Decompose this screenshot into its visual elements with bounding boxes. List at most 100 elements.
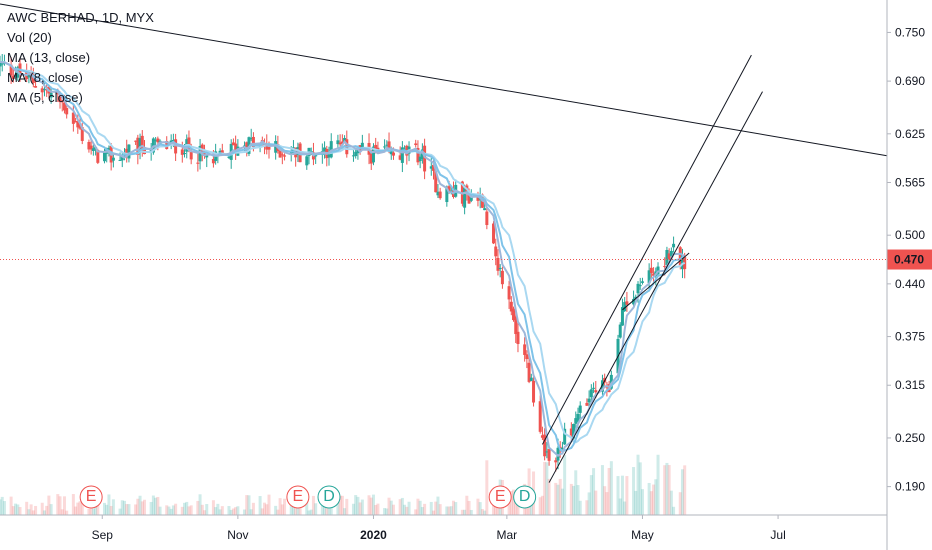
volume-bar	[3, 501, 6, 515]
volume-bar	[143, 500, 146, 515]
volume-bar	[594, 491, 597, 515]
candle-body	[196, 163, 199, 164]
candle-body	[525, 354, 528, 359]
moving-averages-layer	[0, 62, 685, 456]
candles-layer	[0, 54, 686, 471]
y-tick-label: 0.565	[895, 175, 925, 189]
symbol-title[interactable]: AWC BERHAD, 1D, MYX	[7, 8, 154, 28]
chart-legend: AWC BERHAD, 1D, MYX Vol (20) MA (13, clo…	[7, 8, 154, 108]
volume-bar	[548, 479, 551, 515]
x-tick-label: Sep	[92, 528, 114, 542]
volume-bar	[470, 510, 473, 515]
volume-bar	[408, 502, 411, 515]
legend-volume[interactable]: Vol (20)	[7, 28, 154, 48]
volume-bar	[672, 507, 675, 515]
candle-body	[590, 389, 593, 397]
candle-body	[283, 155, 286, 156]
x-tick-label: 2020	[360, 528, 387, 542]
candle-body	[181, 149, 184, 154]
volume-bar	[641, 489, 644, 515]
candle-body	[594, 390, 597, 392]
candle-body	[281, 154, 284, 155]
volume-bar	[423, 504, 426, 515]
volume-bar	[267, 495, 270, 515]
candle-body	[516, 332, 519, 344]
volume-bar	[34, 506, 37, 515]
candle-body	[267, 147, 270, 150]
volume-bar	[112, 499, 115, 515]
volume-bar	[563, 455, 566, 515]
last-price-line-layer: 0.470	[0, 250, 932, 270]
candle-body	[579, 406, 582, 413]
legend-ma13[interactable]: MA (13, close)	[7, 48, 154, 68]
y-tick-label: 0.690	[895, 74, 925, 88]
volume-bar	[625, 476, 628, 515]
candle-body	[190, 152, 193, 159]
volume-bar	[454, 502, 457, 515]
ma8-line	[0, 62, 685, 452]
y-tick-label: 0.315	[895, 378, 925, 392]
volume-bar	[159, 507, 162, 515]
volume-bar	[50, 504, 53, 515]
x-tick-label: Jul	[770, 528, 785, 542]
y-tick-label: 0.375	[895, 330, 925, 344]
candle-body	[588, 399, 591, 403]
trendline-4	[622, 253, 689, 310]
volume-bar	[345, 499, 348, 515]
x-tick-label: Mar	[497, 528, 518, 542]
dividend-marker-label: D	[519, 488, 531, 505]
volume-bar	[190, 505, 193, 515]
earnings-marker-label: E	[495, 488, 506, 505]
ma5-line	[0, 62, 685, 456]
volume-bar	[485, 460, 488, 515]
earnings-marker-label: E	[86, 488, 97, 505]
y-tick-label: 0.250	[895, 431, 925, 445]
candle-body	[530, 378, 533, 381]
candle-body	[414, 143, 417, 145]
legend-ma8[interactable]: MA (8, close)	[7, 68, 154, 88]
y-tick-label: 0.750	[895, 25, 925, 39]
candle-body	[383, 146, 386, 147]
y-tick-label: 0.500	[895, 228, 925, 242]
volume-bar	[174, 504, 177, 515]
volume-layer	[0, 455, 686, 515]
candle-body	[392, 153, 395, 156]
candle-body	[625, 301, 628, 304]
volume-bar	[236, 506, 239, 515]
candle-body	[183, 153, 186, 154]
volume-bar	[683, 465, 686, 515]
volume-bar	[361, 500, 364, 515]
candle-body	[650, 268, 653, 273]
ma13-line	[0, 62, 685, 443]
candle-body	[483, 208, 486, 210]
candle-body	[641, 281, 644, 283]
earnings-marker-label: E	[293, 488, 304, 505]
candle-body	[532, 381, 535, 403]
candle-body	[619, 325, 622, 338]
candle-body	[501, 271, 504, 284]
trendline-2	[542, 55, 751, 444]
volume-bar	[127, 504, 130, 515]
volume-bar	[439, 504, 442, 515]
y-tick-label: 0.440	[895, 277, 925, 291]
volume-bar	[221, 506, 224, 515]
candle-body	[305, 156, 308, 165]
candle-body	[639, 285, 642, 286]
candle-body	[439, 192, 442, 199]
candle-body	[585, 403, 588, 406]
candle-body	[592, 388, 595, 389]
candle-body	[65, 108, 68, 114]
candle-body	[494, 247, 497, 257]
volume-bar	[19, 507, 22, 515]
candle-body	[672, 244, 675, 247]
legend-ma5[interactable]: MA (5, close)	[7, 88, 154, 108]
x-tick-label: Nov	[227, 528, 248, 542]
candle-body	[508, 286, 511, 299]
candle-body	[548, 449, 551, 461]
y-tick-label: 0.625	[895, 127, 925, 141]
volume-bar	[65, 511, 68, 515]
volume-bar	[610, 461, 613, 515]
volume-bar	[392, 505, 395, 515]
y-tick-label: 0.190	[895, 480, 925, 494]
